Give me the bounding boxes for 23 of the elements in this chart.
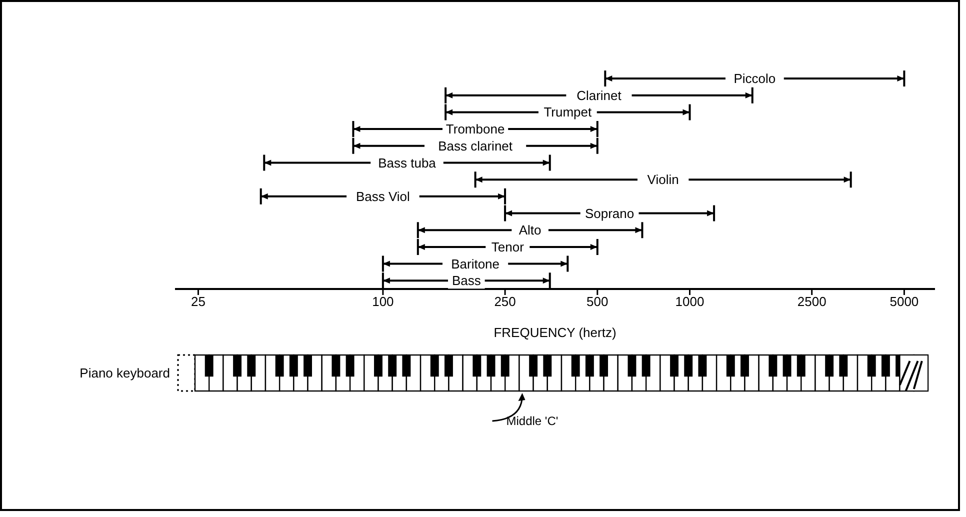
x-tick-label: 25 — [190, 294, 206, 310]
x-tick-label: 2500 — [797, 294, 826, 310]
y-tick-label: Trumpet — [544, 104, 592, 120]
y-tick-label: Bass Viol — [356, 188, 410, 204]
x-tick-label: 1000 — [675, 294, 704, 310]
y-tick-label: Bass clarinet — [438, 138, 513, 154]
x-tick-label: 100 — [372, 294, 394, 310]
y-tick-label: Bass — [452, 273, 482, 288]
x-tick-label: 500 — [586, 294, 608, 310]
y-tick-label: Tenor — [491, 240, 525, 255]
x-tick-label: 250 — [494, 294, 516, 310]
y-tick-label: Piccolo — [734, 71, 776, 86]
y-tick-label: Clarinet — [576, 88, 622, 103]
y-tick-label: Alto — [518, 222, 542, 238]
text: Middle 'C' — [506, 414, 558, 428]
y-tick-label: Bass tuba — [378, 155, 437, 170]
y-tick-label: Violin — [647, 172, 679, 188]
x-tick-label: 5000 — [890, 294, 919, 310]
x-axis-title: FREQUENCY (hertz) — [494, 325, 616, 340]
y-tick-label: Trombone — [446, 122, 505, 137]
text: Piano keyboard — [80, 366, 170, 381]
y-tick-label: Baritone — [451, 256, 500, 272]
y-tick-label: Soprano — [584, 206, 634, 221]
